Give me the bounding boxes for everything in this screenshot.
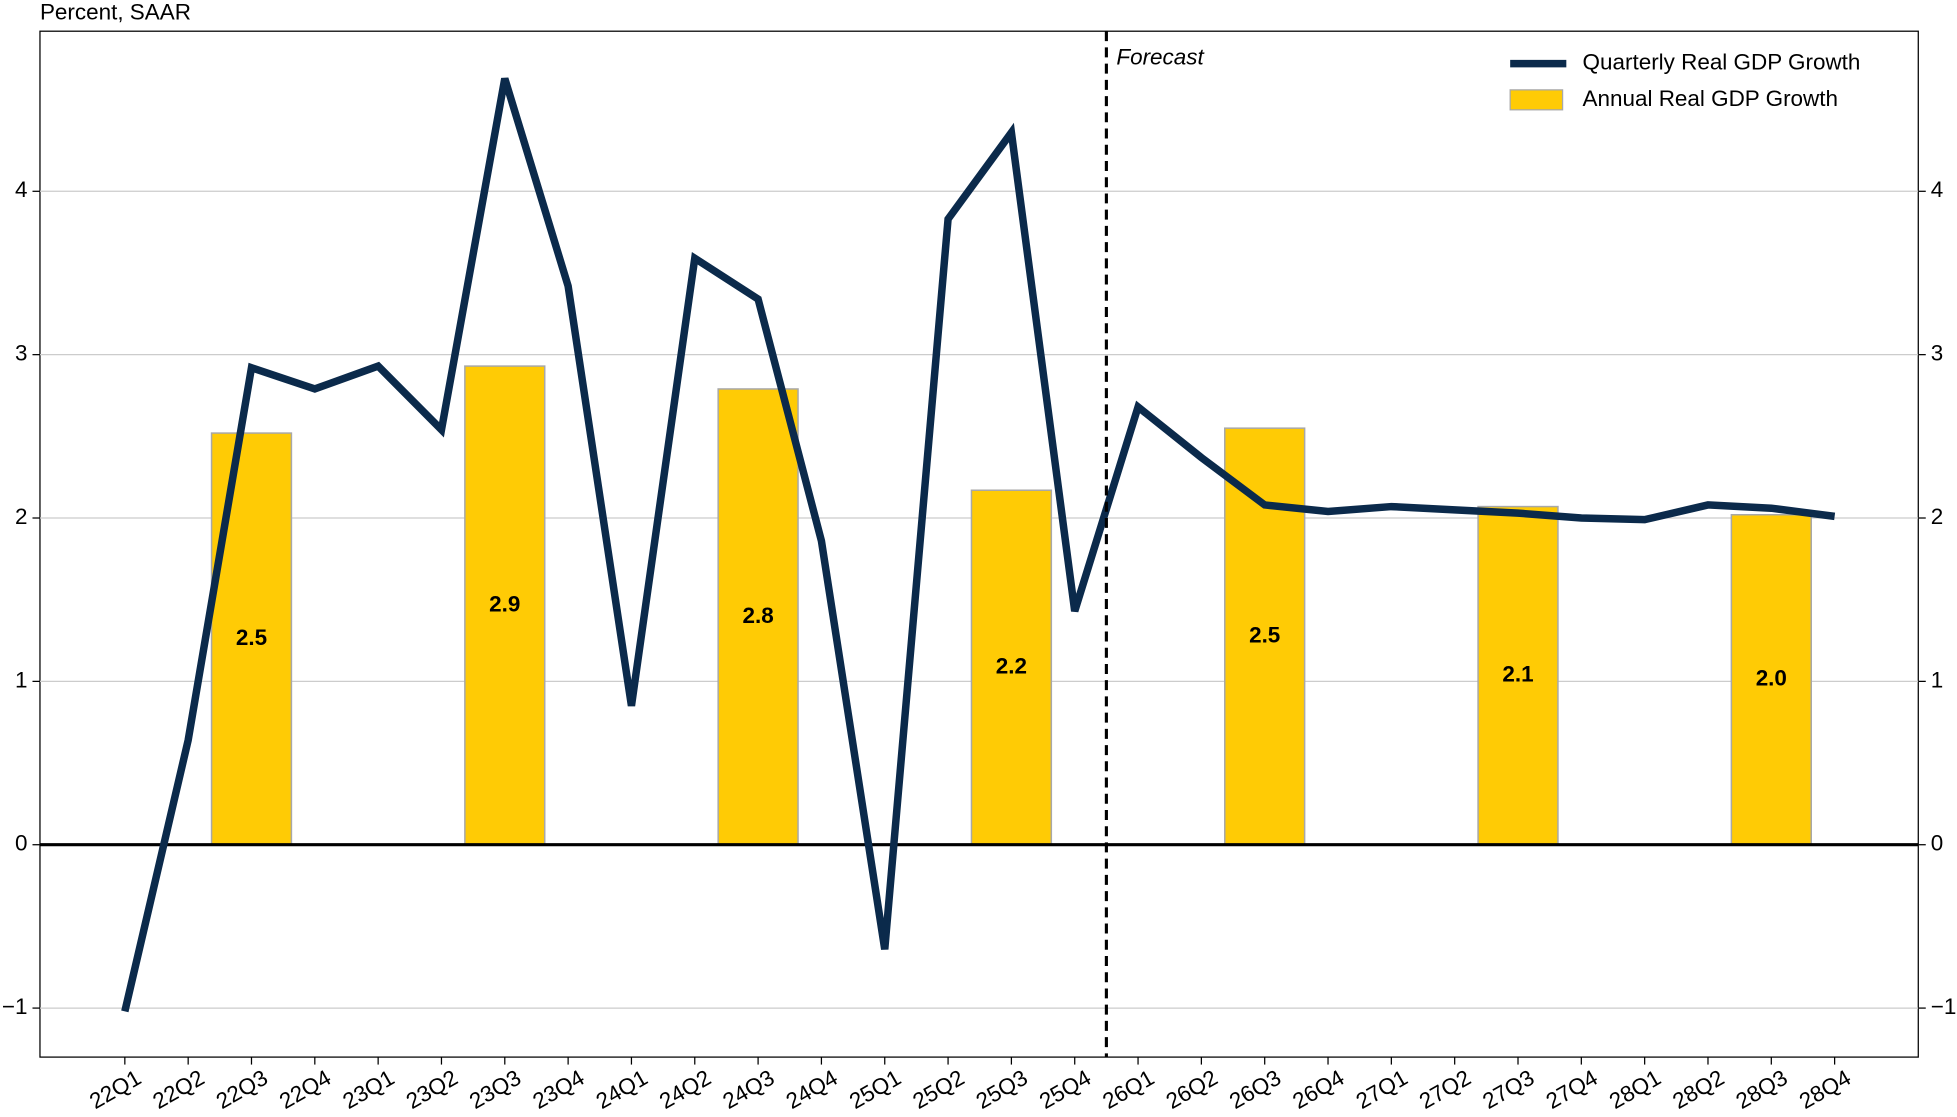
y-tick-label: 3 <box>15 341 28 366</box>
y-tick-label: 4 <box>15 177 28 202</box>
y2-tick-label: 2 <box>1931 504 1944 529</box>
x-tick-label: 28Q3 <box>1732 1065 1792 1114</box>
x-tick-label: 22Q2 <box>149 1065 209 1114</box>
x-tick-label: 23Q4 <box>528 1065 588 1114</box>
legend-swatch <box>1509 89 1564 111</box>
y2-tick-label: 3 <box>1931 341 1944 366</box>
plot-frame <box>39 30 1919 1058</box>
y-tick-label: 1 <box>15 667 28 692</box>
y2-tick-label: 0 <box>1931 831 1944 856</box>
bar <box>210 432 293 846</box>
x-tick-label: 27Q4 <box>1542 1065 1602 1114</box>
bar-value-label: 2.8 <box>742 603 773 628</box>
bar-value-label: 2.5 <box>1249 622 1280 647</box>
bar-value-label: 2.5 <box>236 625 267 650</box>
x-tick-label: 27Q1 <box>1352 1065 1412 1114</box>
x-tick-label: 22Q4 <box>275 1065 335 1114</box>
x-tick-label: 26Q1 <box>1098 1065 1158 1114</box>
y2-tick-label: 4 <box>1931 177 1944 202</box>
x-tick-label: 25Q4 <box>1035 1065 1095 1114</box>
x-tick-label: 25Q3 <box>972 1065 1032 1114</box>
y-axis-label: Percent, SAAR <box>40 0 191 25</box>
bar-value-label: 2.2 <box>996 653 1027 678</box>
annotation: Forecast <box>1116 45 1205 70</box>
x-tick-label: 23Q1 <box>339 1065 399 1114</box>
x-tick-label: 24Q3 <box>718 1065 778 1114</box>
bar <box>1477 505 1559 846</box>
x-tick-label: 26Q3 <box>1225 1065 1285 1114</box>
x-tick-label: 26Q4 <box>1288 1065 1348 1114</box>
x-tick-label: 23Q2 <box>402 1065 462 1114</box>
x-tick-label: 22Q3 <box>212 1065 272 1114</box>
bar <box>1730 513 1812 846</box>
bar-value-label: 2.9 <box>489 591 520 616</box>
bar <box>1224 427 1306 846</box>
x-tick-label: 27Q2 <box>1415 1065 1475 1114</box>
x-tick-label: 24Q1 <box>592 1065 652 1114</box>
legend-label: Quarterly Real GDP Growth <box>1583 50 1861 75</box>
y-tick-label: 2 <box>15 504 28 529</box>
bar-value-label: 2.1 <box>1502 662 1533 687</box>
legend-label: Annual Real GDP Growth <box>1583 86 1838 111</box>
line <box>121 77 1836 1013</box>
x-tick-label: 28Q4 <box>1795 1065 1855 1114</box>
y-tick-label: 0 <box>15 831 28 856</box>
x-tick-label: 24Q4 <box>782 1065 842 1114</box>
y2-tick-label: −1 <box>1931 994 1957 1019</box>
bar-value-label: 2.0 <box>1756 666 1787 691</box>
y-tick-label: −1 <box>2 994 28 1019</box>
x-tick-label: 22Q1 <box>85 1065 145 1114</box>
y2-tick-label: 1 <box>1931 667 1944 692</box>
bar <box>970 489 1053 846</box>
x-tick-label: 26Q2 <box>1162 1065 1222 1114</box>
x-tick-label: 27Q3 <box>1478 1065 1538 1114</box>
x-tick-label: 23Q3 <box>465 1065 525 1114</box>
x-tick-label: 24Q2 <box>655 1065 715 1114</box>
x-tick-label: 28Q1 <box>1605 1065 1665 1114</box>
x-tick-label: 25Q1 <box>845 1065 905 1114</box>
x-tick-label: 28Q2 <box>1668 1065 1728 1114</box>
bar <box>464 365 546 846</box>
x-tick-label: 25Q2 <box>908 1065 968 1114</box>
